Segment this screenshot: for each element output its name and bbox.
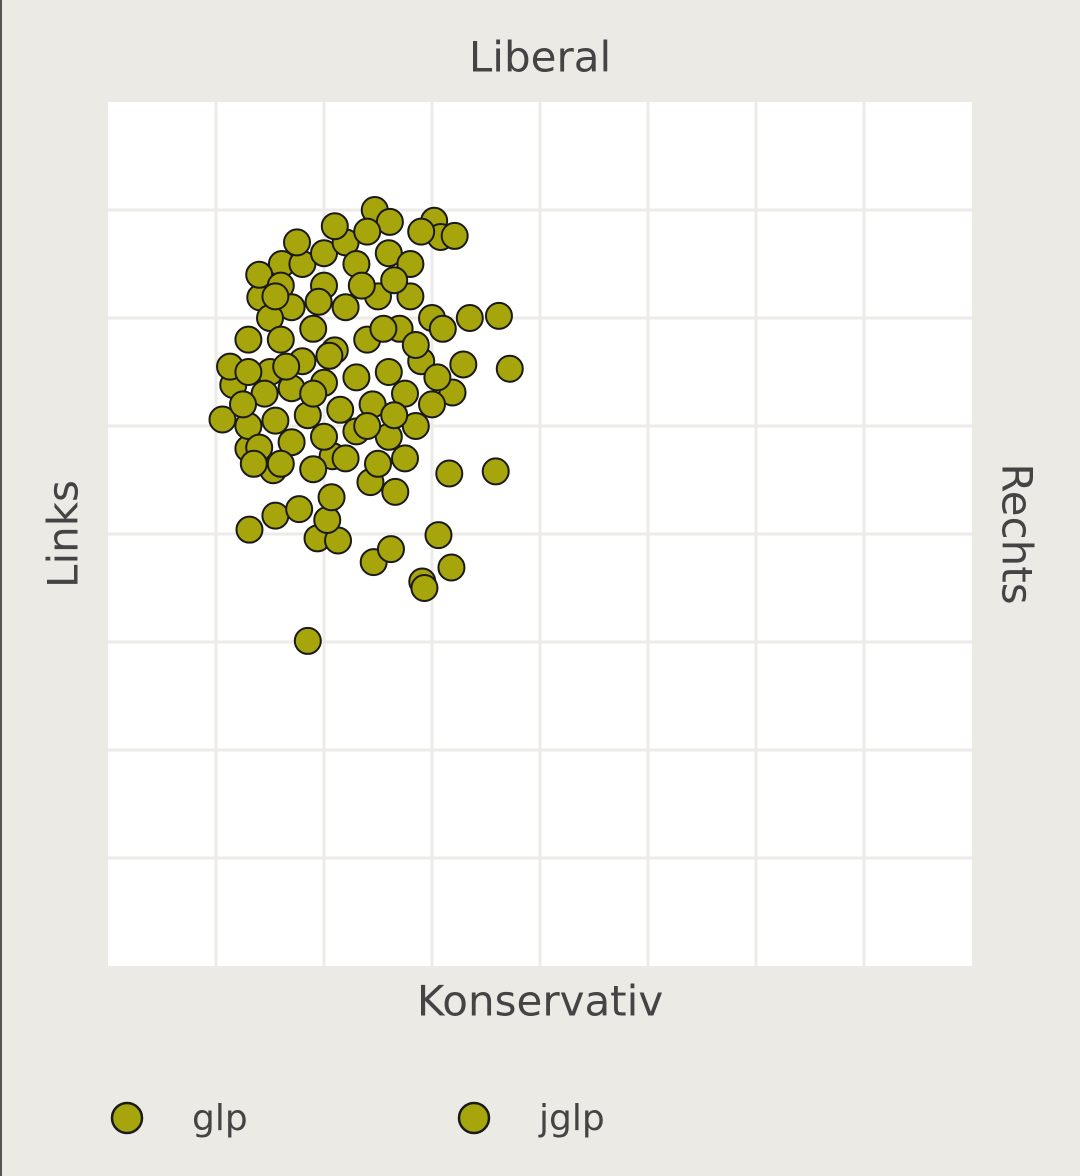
- legend-label: glp: [192, 1098, 248, 1139]
- point: [376, 535, 405, 564]
- point: [299, 455, 328, 484]
- point: [410, 574, 439, 602]
- point: [374, 358, 403, 386]
- point: [320, 212, 349, 241]
- top-label: Liberal: [469, 33, 611, 82]
- point: [407, 217, 436, 246]
- point: [283, 228, 311, 257]
- point: [369, 314, 398, 343]
- point: [261, 406, 290, 435]
- point: [310, 422, 338, 451]
- point: [391, 444, 419, 473]
- point: [331, 444, 360, 473]
- point: [423, 363, 452, 392]
- point: [347, 271, 376, 300]
- point: [266, 449, 295, 478]
- point: [401, 331, 430, 359]
- point: [380, 401, 409, 430]
- bottom-label: Konservativ: [417, 977, 663, 1026]
- left-border: [0, 0, 2, 1176]
- point: [353, 412, 382, 440]
- point: [304, 287, 333, 316]
- point: [234, 358, 263, 386]
- point: [353, 217, 382, 246]
- point: [326, 395, 355, 424]
- point: [272, 352, 301, 381]
- point: [239, 449, 268, 478]
- point: [380, 266, 409, 295]
- point: [317, 483, 346, 512]
- point: [437, 553, 466, 582]
- point: [229, 390, 257, 419]
- point: [428, 314, 457, 343]
- legend-label: jglp: [538, 1098, 605, 1139]
- point: [455, 304, 484, 332]
- point: [285, 495, 314, 524]
- point: [299, 314, 328, 343]
- point: [424, 521, 453, 550]
- point: [261, 282, 290, 311]
- legend-marker: [457, 1101, 491, 1135]
- point: [313, 505, 342, 534]
- point: [315, 341, 344, 370]
- point: [299, 379, 328, 408]
- point: [484, 301, 513, 330]
- point: [381, 477, 410, 506]
- point: [449, 350, 478, 379]
- points: [208, 196, 524, 655]
- point: [364, 449, 392, 478]
- point: [342, 363, 371, 392]
- point: [495, 354, 524, 383]
- point: [293, 626, 322, 655]
- right-label: Rechts: [993, 463, 1042, 604]
- point: [261, 501, 290, 530]
- point: [435, 459, 464, 488]
- point: [234, 325, 263, 354]
- point: [418, 390, 446, 419]
- point: [208, 405, 237, 434]
- legend: glp jglp: [110, 1098, 605, 1139]
- point: [235, 515, 264, 544]
- point: [440, 221, 469, 250]
- left-label: Links: [39, 480, 88, 588]
- point: [266, 325, 295, 354]
- legend-marker: [110, 1101, 144, 1135]
- point: [331, 293, 360, 322]
- point: [481, 457, 510, 486]
